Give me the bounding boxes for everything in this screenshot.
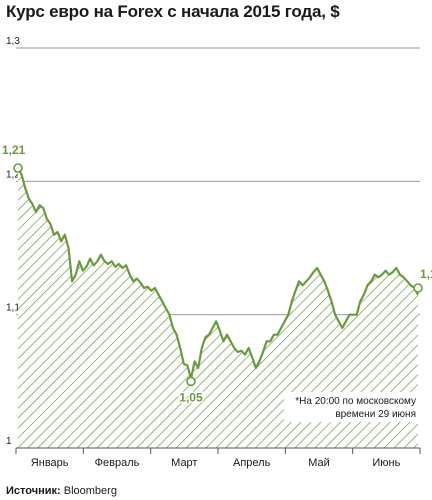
y-tick-label: 1 bbox=[6, 436, 12, 447]
y-tick-label: 1,3 bbox=[6, 36, 20, 47]
footnote-box bbox=[284, 392, 418, 422]
annotation-label: 1,12* bbox=[420, 267, 432, 281]
annotation-marker bbox=[186, 376, 196, 387]
annotation-label: 1,05 bbox=[179, 390, 203, 404]
footnote-line: *На 20:00 по московскому bbox=[295, 396, 416, 407]
series-path bbox=[17, 167, 419, 380]
annotation-marker bbox=[13, 163, 23, 173]
x-tick-label: Январь bbox=[31, 457, 69, 469]
x-tick-label: Май bbox=[308, 457, 330, 469]
area-fill bbox=[18, 168, 418, 448]
chart: 1 1,1 1,2 1,3 Январь Февраль Март Апрель Май Июн… bbox=[1, 36, 432, 469]
series-line bbox=[17, 167, 419, 380]
footnote-line: времени 29 июня bbox=[335, 409, 416, 420]
x-tick-label: Март bbox=[171, 457, 197, 469]
x-axis: Январь Февраль Март Апрель Май Июнь bbox=[15, 447, 421, 469]
source-value: Bloomberg bbox=[63, 485, 117, 497]
annotation-label: 1,21 bbox=[2, 143, 26, 157]
x-tick-label: Февраль bbox=[95, 457, 140, 469]
source-line: Источник: Bloomberg bbox=[6, 485, 117, 497]
y-tick-label: 1,1 bbox=[6, 303, 20, 314]
labels: 1,21 1,05 1,12* bbox=[1, 142, 432, 406]
annotation-marker bbox=[413, 283, 423, 293]
area-hatch bbox=[18, 168, 418, 448]
y-tick-label: 1,2 bbox=[6, 169, 20, 180]
footnote: *На 20:00 по московскому времени 29 июня bbox=[284, 392, 418, 422]
source-label: Источник: bbox=[6, 485, 61, 497]
chart-title: Курс евро на Forex с начала 2015 года, $ bbox=[6, 2, 340, 21]
x-tick-label: Апрель bbox=[233, 457, 271, 469]
x-tick-label: Июнь bbox=[372, 457, 400, 469]
